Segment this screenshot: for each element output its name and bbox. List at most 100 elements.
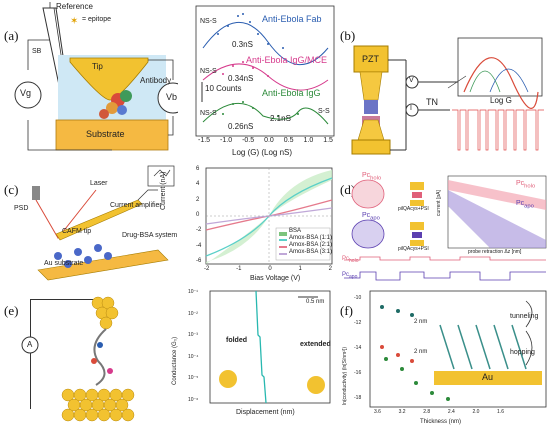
legend-amox-21: Amox-BSA (2:1) (289, 242, 333, 248)
trace-pc-holo: Pcholo (342, 256, 358, 264)
y-tick: 10⁻⁵ (188, 375, 199, 382)
x-tick: 0 (268, 266, 272, 272)
y-tick: 4 (196, 181, 200, 188)
y-tick: -16 (354, 370, 362, 376)
thickness-plot (369, 290, 547, 408)
pc-sub: holo (524, 183, 536, 190)
panel-f: (f) 2 nm 2 nm tunneling hopping Au -10 -… (340, 285, 550, 433)
pc-label: Pc (342, 272, 350, 278)
y-tick: -6 (196, 257, 202, 264)
chart-pc-apo: Pcapo (516, 200, 534, 209)
chart-x-label: probe retraction Δz [nm] (468, 249, 522, 255)
panel-b: (b) PZT V I TN Log G (340, 0, 550, 160)
y-axis-label: Conductance (G₀) (172, 336, 178, 385)
scale-bar-label: 10 Counts (205, 84, 242, 93)
x-tick: 2.0 (472, 409, 480, 415)
peak2-label-3: 2.1nS (270, 114, 291, 123)
curve-name-mce: Anti-Ebola IgG/MCE (246, 55, 328, 65)
y-tick: -14 (354, 345, 362, 351)
legend-amox-11: Amox-BSA (1:1) (289, 235, 333, 241)
curve-name-fab: Anti-Ebola Fab (262, 14, 322, 24)
panel-label: (b) (340, 28, 356, 43)
x-axis-label: Bias Voltage (V) (250, 275, 301, 282)
ns-label-1: NS-S (200, 18, 217, 25)
x-tick: 0.0 (264, 137, 274, 144)
ammeter-label: A (27, 340, 33, 349)
panel-label: (c) (4, 182, 19, 197)
panel-label: (e) (4, 303, 19, 318)
panel-e: (e) A 0.5 nm folded extended 10⁻¹ 10⁻² 1… (0, 285, 340, 433)
ns-label-2: NS-S (200, 68, 217, 75)
y-axis-label: Current (nA) (160, 171, 167, 210)
ss-label: S-S (318, 108, 330, 115)
vg-label: Vg (20, 88, 32, 98)
molecular-junction-schematic (21, 296, 135, 422)
break-junction-schematic (351, 37, 544, 155)
legend-bsa: BSA (289, 228, 302, 234)
folded-label: folded (226, 337, 247, 344)
pc-sub: holo (349, 258, 359, 265)
peak-label-3: 0.26nS (228, 122, 254, 131)
conductance-histogram (195, 5, 335, 137)
x-tick: -1.0 (220, 137, 233, 144)
pil-label-1: pilQAcys+PSI (398, 206, 429, 212)
x-tick: 1 (298, 266, 302, 272)
y-tick: -10 (354, 295, 362, 301)
cafm-schematic (32, 165, 175, 281)
log-g-label: Log G (490, 96, 512, 105)
y-ticks: 6 4 2 0 -2 -4 -6 (196, 166, 201, 264)
y-tick: 10⁻³ (188, 332, 198, 339)
v-symbol: V (409, 77, 414, 84)
reference-label: Reference (56, 2, 93, 11)
panel-c: (c) PSD Laser Current amplifier CAFM tip… (0, 160, 340, 285)
pc-sub: apo (370, 215, 380, 222)
y-ticks: 10⁻¹ 10⁻² 10⁻³ 10⁻⁴ 10⁻⁵ 10⁻⁶ (188, 289, 198, 403)
pzt-label: PZT (362, 54, 379, 64)
panel-label: (f) (340, 303, 353, 318)
psd-label: PSD (14, 205, 29, 212)
antibody-label: Antibody (140, 76, 172, 85)
x-tick: 2.8 (423, 409, 431, 415)
y-tick: 2 (196, 196, 200, 203)
trace-pc-apo: Pcapo (342, 272, 357, 280)
scale-label: 0.5 nm (306, 299, 325, 305)
panel-a: (a) ✶ Reference SB = epitope Tip Antibod… (0, 0, 340, 160)
drug-bsa-label: Drug-BSA system (122, 232, 178, 239)
panel-d: (d) Pcholo Pcapo pilQAcys+PSI pilQAcys+P… (340, 160, 550, 285)
sb-label: SB (32, 48, 42, 55)
y-tick: 10⁻¹ (188, 289, 198, 295)
y-tick: -12 (354, 320, 362, 326)
chart-pc-holo: Pcholo (516, 180, 535, 189)
x-tick: 0.5 (283, 137, 294, 144)
pc-label: Pc (516, 200, 525, 207)
pc-sub: apo (524, 203, 534, 210)
iv-chart (205, 167, 333, 265)
y-tick: -2 (196, 227, 202, 234)
x-tick: -1.5 (198, 137, 211, 144)
x-tick: -1 (236, 266, 242, 272)
x-tick: 1.0 (303, 137, 314, 144)
x-tick: 1.6 (497, 409, 504, 415)
y-tick: 10⁻² (188, 310, 198, 317)
x-tick: 3.6 (374, 409, 381, 415)
two-nm-a: 2 nm (414, 319, 428, 325)
au-substrate-label: Au substrate (44, 260, 84, 267)
extended-label: extended (300, 341, 331, 348)
x-ticks: 3.6 3.2 2.8 2.4 2.0 1.6 (374, 409, 504, 415)
y-axis-label: ln(conductivity) (ln[S/nm²]) (342, 346, 348, 405)
pc-label: Pc (362, 212, 371, 219)
x-ticks: -1.5 -1.0 -0.5 0.0 0.5 1.0 1.5 (198, 137, 333, 144)
tn-label: TN (426, 97, 438, 107)
y-tick: -4 (196, 242, 202, 249)
vb-label: Vb (166, 92, 178, 102)
ns-label-3: NS-S (200, 110, 217, 117)
y-tick: 6 (196, 166, 200, 172)
pc-sub: apo (349, 274, 358, 281)
x-axis-label: Log (G) (Log nS) (232, 148, 293, 157)
x-tick: 2 (328, 266, 332, 272)
pc-label: Pc (362, 172, 371, 179)
y-ticks: -10 -12 -14 -16 -18 (354, 295, 361, 401)
tip-label: Tip (92, 62, 103, 71)
peak-label-1: 0.3nS (232, 40, 253, 49)
pc-apo-label: Pcapo (362, 212, 380, 221)
